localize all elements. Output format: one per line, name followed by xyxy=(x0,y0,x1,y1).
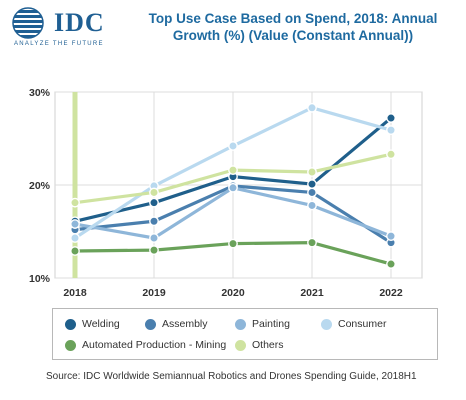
legend-swatch xyxy=(235,318,246,330)
x-tick-label: 2021 xyxy=(300,287,324,299)
chart-legend: Welding Assembly Painting Consumer Automated… xyxy=(52,308,438,360)
data-point xyxy=(70,197,80,208)
data-point xyxy=(70,233,80,243)
chart-title-line2: Growth (%) (Value (Constant Annual)) xyxy=(172,28,414,43)
legend-swatch xyxy=(235,339,246,351)
legend-item: Consumer xyxy=(321,318,386,330)
y-tick-label: 10% xyxy=(29,273,51,285)
x-tick-label: 2020 xyxy=(221,287,245,299)
data-point xyxy=(228,182,238,193)
data-point xyxy=(386,259,396,269)
y-tick-label: 30% xyxy=(29,87,51,99)
data-point xyxy=(307,102,317,113)
idc-logo: IDC ANALYZE THE FUTURE xyxy=(8,6,126,52)
data-point xyxy=(307,167,317,177)
legend-label: Assembly xyxy=(162,318,208,331)
legend-swatch xyxy=(65,318,76,330)
chart-title: Top Use Case Based on Spend, 2018: Annua… xyxy=(128,10,458,44)
legend-item: Painting xyxy=(235,318,290,330)
legend-item: Automated Production - Mining xyxy=(65,339,226,351)
data-point xyxy=(228,165,238,176)
line-chart: 10% 20% 30% 2018 2019 2020 2021 2022 xyxy=(29,87,423,299)
data-point xyxy=(228,238,238,249)
data-point xyxy=(386,113,396,123)
legend-swatch xyxy=(321,318,332,330)
legend-swatch xyxy=(145,318,156,330)
logo-wordmark: IDC xyxy=(54,8,105,37)
legend-label: Consumer xyxy=(338,318,387,331)
data-point xyxy=(386,125,396,136)
legend-label: Painting xyxy=(252,318,290,331)
data-point xyxy=(149,245,159,256)
x-tick-label: 2022 xyxy=(379,287,403,299)
data-point xyxy=(307,200,317,211)
data-point xyxy=(307,187,317,198)
logo-tagline: ANALYZE THE FUTURE xyxy=(14,41,104,47)
data-point xyxy=(149,187,159,198)
legend-swatch xyxy=(65,339,76,351)
legend-label: Welding xyxy=(82,318,120,331)
data-point xyxy=(149,216,159,227)
data-point xyxy=(149,197,159,208)
legend-item: Assembly xyxy=(145,318,208,330)
data-point xyxy=(307,179,317,189)
data-point xyxy=(228,141,238,151)
data-point xyxy=(386,149,396,160)
category-highlight-bar xyxy=(72,92,78,278)
x-tick-label: 2019 xyxy=(142,287,166,299)
chart-title-line1: Top Use Case Based on Spend, 2018: Annua… xyxy=(148,11,438,26)
data-point xyxy=(70,246,80,256)
legend-item: Others xyxy=(235,339,284,351)
source-note: Source: IDC Worldwide Semiannual Robotic… xyxy=(46,371,417,382)
data-point xyxy=(386,231,396,242)
legend-label: Automated Production - Mining xyxy=(82,339,227,352)
y-tick-label: 20% xyxy=(29,180,51,192)
x-tick-label: 2018 xyxy=(63,287,87,299)
data-point xyxy=(149,233,159,243)
legend-label: Others xyxy=(252,339,284,352)
data-point xyxy=(307,237,317,248)
globe-icon xyxy=(12,7,44,39)
data-point xyxy=(70,219,80,229)
legend-item: Welding xyxy=(65,318,120,330)
